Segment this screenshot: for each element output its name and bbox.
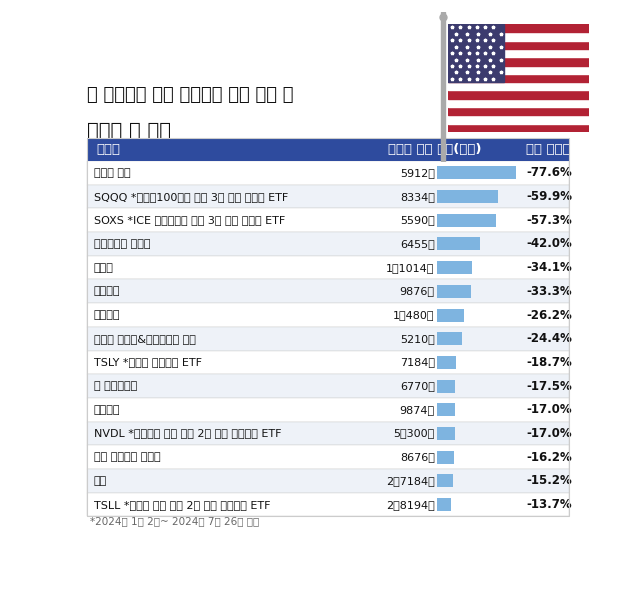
Text: -13.7%: -13.7% bbox=[527, 498, 572, 511]
Text: -34.1%: -34.1% bbox=[526, 261, 572, 274]
Text: -15.2%: -15.2% bbox=[526, 475, 572, 487]
Text: -17.0%: -17.0% bbox=[527, 427, 572, 440]
Text: NVDL *엔비디아 주가 상승 2배 추종 레버리지 ETF: NVDL *엔비디아 주가 상승 2배 추종 레버리지 ETF bbox=[94, 428, 282, 439]
Text: -33.3%: -33.3% bbox=[527, 285, 572, 298]
Text: 슈퍼 마이크로 컴퓨터: 슈퍼 마이크로 컴퓨터 bbox=[94, 452, 161, 462]
Text: -17.5%: -17.5% bbox=[526, 380, 572, 392]
Bar bbox=[448, 124, 589, 132]
Text: -24.4%: -24.4% bbox=[526, 332, 572, 345]
FancyBboxPatch shape bbox=[437, 261, 472, 274]
FancyBboxPatch shape bbox=[88, 374, 568, 398]
FancyBboxPatch shape bbox=[88, 137, 568, 161]
FancyBboxPatch shape bbox=[88, 208, 568, 232]
Text: 트럼프 미디어&테크놀로지 그룹: 트럼프 미디어&테크놀로지 그룹 bbox=[94, 334, 196, 344]
FancyBboxPatch shape bbox=[88, 398, 568, 422]
FancyBboxPatch shape bbox=[437, 190, 499, 203]
FancyBboxPatch shape bbox=[437, 380, 455, 392]
Text: SQQQ *나스닥100지수 하락 3배 추종 인버스 ETF: SQQQ *나스닥100지수 하락 3배 추종 인버스 ETF bbox=[94, 191, 288, 202]
Text: 8676만: 8676만 bbox=[400, 452, 435, 462]
Text: 게임스탑: 게임스탑 bbox=[94, 286, 120, 296]
Bar bbox=[448, 107, 589, 115]
Text: -16.2%: -16.2% bbox=[526, 451, 572, 464]
Bar bbox=[448, 65, 589, 74]
FancyBboxPatch shape bbox=[437, 332, 462, 345]
FancyBboxPatch shape bbox=[88, 303, 568, 327]
FancyBboxPatch shape bbox=[437, 214, 496, 227]
Text: *2024년 1월 2일~ 2024년 7월 26일 기준: *2024년 1월 2일~ 2024년 7월 26일 기준 bbox=[90, 515, 259, 526]
Text: 플러그 파워: 플러그 파워 bbox=[94, 168, 131, 178]
Bar bbox=[448, 91, 589, 99]
FancyBboxPatch shape bbox=[437, 238, 480, 250]
FancyBboxPatch shape bbox=[88, 493, 568, 517]
Text: 6455만: 6455만 bbox=[400, 239, 435, 249]
Bar bbox=[448, 24, 504, 82]
Bar bbox=[448, 49, 589, 57]
Text: 인텔: 인텔 bbox=[94, 476, 107, 486]
Text: 나이키: 나이키 bbox=[94, 263, 114, 272]
Text: 1억480만: 1억480만 bbox=[393, 310, 435, 320]
FancyBboxPatch shape bbox=[88, 280, 568, 303]
FancyBboxPatch shape bbox=[437, 308, 464, 322]
Text: 5210만: 5210만 bbox=[400, 334, 435, 344]
Text: 2억8194만: 2억8194만 bbox=[386, 500, 435, 509]
Text: 韓 투자자가 올해 순매수한 미국 주식 중: 韓 투자자가 올해 순매수한 미국 주식 중 bbox=[88, 86, 294, 104]
Text: 델 테크놀로지: 델 테크놀로지 bbox=[94, 381, 137, 391]
FancyBboxPatch shape bbox=[88, 350, 568, 374]
FancyBboxPatch shape bbox=[88, 327, 568, 350]
Bar bbox=[448, 32, 589, 41]
Bar bbox=[448, 41, 589, 49]
FancyBboxPatch shape bbox=[88, 445, 568, 469]
Bar bbox=[448, 74, 589, 82]
Text: -18.7%: -18.7% bbox=[526, 356, 572, 369]
Text: 아이온큐: 아이온큐 bbox=[94, 310, 120, 320]
Text: TSLY *테슬라 커버드콜 ETF: TSLY *테슬라 커버드콜 ETF bbox=[94, 358, 202, 367]
Text: 8334만: 8334만 bbox=[400, 191, 435, 202]
Bar bbox=[448, 82, 589, 91]
Text: 9876만: 9876만 bbox=[399, 286, 435, 296]
Text: 스타벅스: 스타벅스 bbox=[94, 405, 120, 415]
Text: -42.0%: -42.0% bbox=[526, 238, 572, 250]
FancyBboxPatch shape bbox=[437, 451, 454, 464]
Text: 5912만: 5912만 bbox=[400, 168, 435, 178]
FancyBboxPatch shape bbox=[88, 256, 568, 280]
Text: 5590만: 5590만 bbox=[400, 215, 435, 225]
FancyBboxPatch shape bbox=[437, 403, 454, 416]
Bar bbox=[448, 115, 589, 124]
Text: TSLL *테슬라 주가 상승 2배 추종 레버리지 ETF: TSLL *테슬라 주가 상승 2배 추종 레버리지 ETF bbox=[94, 500, 270, 509]
FancyBboxPatch shape bbox=[437, 475, 452, 487]
FancyBboxPatch shape bbox=[88, 422, 568, 445]
FancyBboxPatch shape bbox=[437, 356, 456, 369]
Bar bbox=[448, 99, 589, 107]
Text: -59.9%: -59.9% bbox=[526, 190, 572, 203]
FancyBboxPatch shape bbox=[437, 427, 454, 440]
Text: -26.2%: -26.2% bbox=[526, 308, 572, 322]
Bar bbox=[448, 24, 589, 32]
Bar bbox=[442, 12, 445, 162]
FancyBboxPatch shape bbox=[437, 166, 516, 179]
Text: 인튜이티브 머신스: 인튜이티브 머신스 bbox=[94, 239, 150, 249]
Text: 손실률 큰 종목: 손실률 큰 종목 bbox=[88, 121, 172, 140]
Text: 평균 수익률: 평균 수익률 bbox=[527, 143, 571, 156]
Bar bbox=[448, 57, 589, 65]
Text: 종목명: 종목명 bbox=[97, 143, 120, 156]
Text: 순매수 결제 규모(달러): 순매수 결제 규모(달러) bbox=[388, 143, 481, 156]
FancyBboxPatch shape bbox=[437, 285, 471, 298]
FancyBboxPatch shape bbox=[88, 185, 568, 208]
FancyBboxPatch shape bbox=[437, 498, 451, 511]
Text: -77.6%: -77.6% bbox=[526, 166, 572, 179]
FancyBboxPatch shape bbox=[88, 232, 568, 256]
Text: 9874만: 9874만 bbox=[399, 405, 435, 415]
FancyBboxPatch shape bbox=[88, 469, 568, 493]
FancyBboxPatch shape bbox=[88, 161, 568, 185]
Text: SOXS *ICE 반도체지수 하락 3배 추종 인버스 ETF: SOXS *ICE 반도체지수 하락 3배 추종 인버스 ETF bbox=[94, 215, 285, 225]
Text: 2억7184만: 2억7184만 bbox=[386, 476, 435, 486]
Text: -57.3%: -57.3% bbox=[526, 214, 572, 227]
Text: 1억1014만: 1억1014만 bbox=[387, 263, 435, 272]
Text: 7184만: 7184만 bbox=[399, 358, 435, 367]
Text: 5억300만: 5억300만 bbox=[394, 428, 435, 439]
Text: -17.0%: -17.0% bbox=[527, 403, 572, 416]
Text: 6770만: 6770만 bbox=[400, 381, 435, 391]
